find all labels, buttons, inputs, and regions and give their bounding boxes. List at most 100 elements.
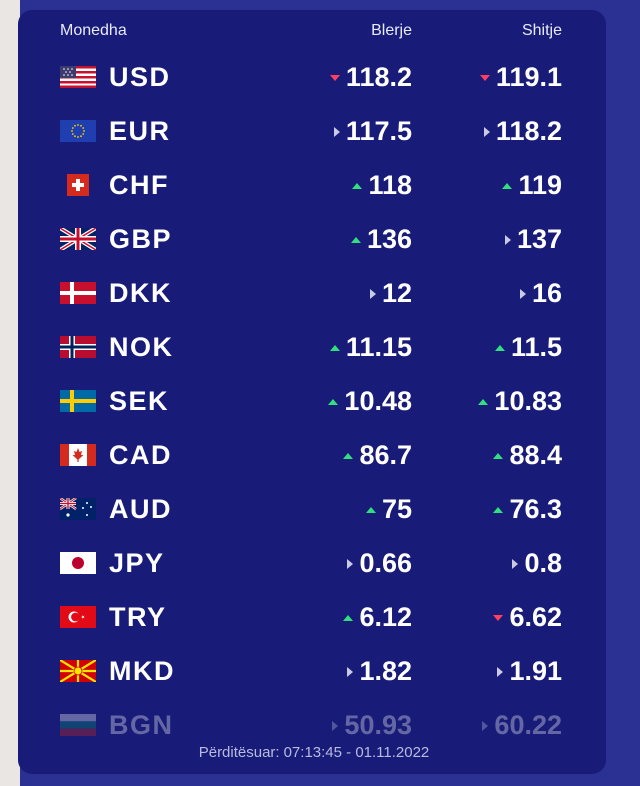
currency-code: CHF [109, 170, 169, 200]
trend-flat-icon [483, 126, 490, 137]
buy-value: 50.93 [344, 710, 412, 740]
sell-rate: 76.3 [493, 494, 562, 525]
sell-value: 137 [516, 224, 562, 254]
bg-flag-icon [60, 714, 96, 736]
us-flag-icon [60, 66, 96, 88]
page-left-edge [0, 0, 20, 786]
buy-value: 75 [381, 494, 412, 524]
sell-value: 119.1 [495, 62, 562, 92]
trend-up-icon [329, 344, 340, 351]
rate-row-bgn: BGN 50.93 60.22 [18, 700, 606, 754]
currency-code: DKK [109, 278, 172, 308]
currency-code: NOK [109, 332, 174, 362]
buy-rate: 118.2 [329, 62, 412, 93]
currency-code: AUD [109, 494, 172, 524]
buy-value: 118.2 [345, 62, 412, 92]
buy-value: 0.66 [359, 548, 412, 578]
sell-rate: 119 [502, 170, 562, 201]
sell-value: 6.62 [509, 602, 562, 632]
buy-rate: 1.82 [347, 656, 412, 687]
buy-rate: 117.5 [333, 116, 412, 147]
no-flag-icon [60, 336, 96, 358]
rate-row-jpy: JPY 0.66 0.8 [18, 538, 606, 592]
trend-up-icon [502, 182, 513, 189]
sell-value: 60.22 [494, 710, 562, 740]
sell-value: 118.2 [495, 116, 562, 146]
trend-down-icon [329, 74, 340, 81]
trend-down-icon [479, 74, 490, 81]
rate-row-mkd: MKD 1.82 1.91 [18, 646, 606, 700]
rate-row-nok: NOK 11.15 11.5 [18, 322, 606, 376]
trend-flat-icon [369, 288, 376, 299]
trend-flat-icon [497, 666, 504, 677]
buy-value: 1.82 [359, 656, 412, 686]
sell-value: 16 [531, 278, 562, 308]
buy-rate: 12 [369, 278, 412, 309]
buy-value: 12 [381, 278, 412, 308]
sell-rate: 0.8 [512, 548, 562, 579]
trend-up-icon [343, 614, 354, 621]
trend-up-icon [350, 236, 361, 243]
trend-up-icon [328, 398, 339, 405]
sell-value: 0.8 [524, 548, 562, 578]
tr-flag-icon [60, 606, 96, 628]
buy-value: 117.5 [345, 116, 412, 146]
sell-value: 10.83 [494, 386, 562, 416]
currency-code: CAD [109, 440, 172, 470]
exchange-rates-table: Monedha Blerje Shitje USD 118.2 119.1 EU… [18, 10, 606, 774]
trend-up-icon [365, 506, 376, 513]
trend-flat-icon [482, 720, 489, 731]
trend-up-icon [352, 182, 363, 189]
last-updated-label: Përditësuar: [198, 744, 280, 761]
rate-row-eur: EUR 117.5 118.2 [18, 106, 606, 160]
rate-row-dkk: DKK 12 16 [18, 268, 606, 322]
sell-rate: 118.2 [483, 116, 562, 147]
rate-row-cad: CAD 86.7 88.4 [18, 430, 606, 484]
buy-rate: 11.15 [329, 332, 412, 363]
last-updated: Përditësuar: 07:13:45 - 01.11.2022 [18, 744, 606, 761]
sell-value: 11.5 [510, 332, 562, 362]
sell-value: 119 [518, 170, 562, 200]
sell-rate: 6.62 [493, 602, 562, 633]
last-updated-timestamp: 07:13:45 - 01.11.2022 [283, 744, 430, 761]
ch-flag-icon [60, 174, 96, 196]
gb-flag-icon [60, 228, 96, 250]
trend-flat-icon [504, 234, 511, 245]
sell-rate: 10.83 [478, 386, 562, 417]
rate-row-chf: CHF 118 119 [18, 160, 606, 214]
trend-flat-icon [332, 720, 339, 731]
trend-flat-icon [519, 288, 526, 299]
currency-code: GBP [109, 224, 173, 254]
sell-rate: 137 [504, 224, 562, 255]
rate-row-aud: AUD 75 76.3 [18, 484, 606, 538]
buy-rate: 10.48 [328, 386, 412, 417]
buy-rate: 50.93 [332, 710, 412, 741]
rate-row-try: TRY 6.12 6.62 [18, 592, 606, 646]
sell-rate: 1.91 [497, 656, 562, 687]
currency-code: USD [109, 62, 171, 92]
rates-list: USD 118.2 119.1 EUR 117.5 118.2 CHF 118 … [18, 52, 606, 754]
sell-rate: 119.1 [479, 62, 562, 93]
trend-up-icon [493, 506, 504, 513]
eu-flag-icon [60, 120, 96, 142]
se-flag-icon [60, 390, 96, 412]
sell-value: 88.4 [509, 440, 562, 470]
rate-row-sek: SEK 10.48 10.83 [18, 376, 606, 430]
buy-rate: 118 [352, 170, 412, 201]
buy-rate: 0.66 [347, 548, 412, 579]
sell-value: 1.91 [509, 656, 562, 686]
trend-flat-icon [347, 666, 354, 677]
trend-flat-icon [333, 126, 340, 137]
buy-value: 6.12 [359, 602, 412, 632]
sell-value: 76.3 [509, 494, 562, 524]
buy-rate: 6.12 [343, 602, 412, 633]
buy-value: 136 [366, 224, 412, 254]
currency-code: MKD [109, 656, 175, 686]
jp-flag-icon [60, 552, 96, 574]
buy-value: 10.48 [344, 386, 412, 416]
trend-down-icon [493, 614, 504, 621]
column-header-sell: Shitje [521, 22, 562, 39]
trend-flat-icon [347, 558, 354, 569]
buy-rate: 75 [365, 494, 412, 525]
currency-code: TRY [109, 602, 167, 632]
